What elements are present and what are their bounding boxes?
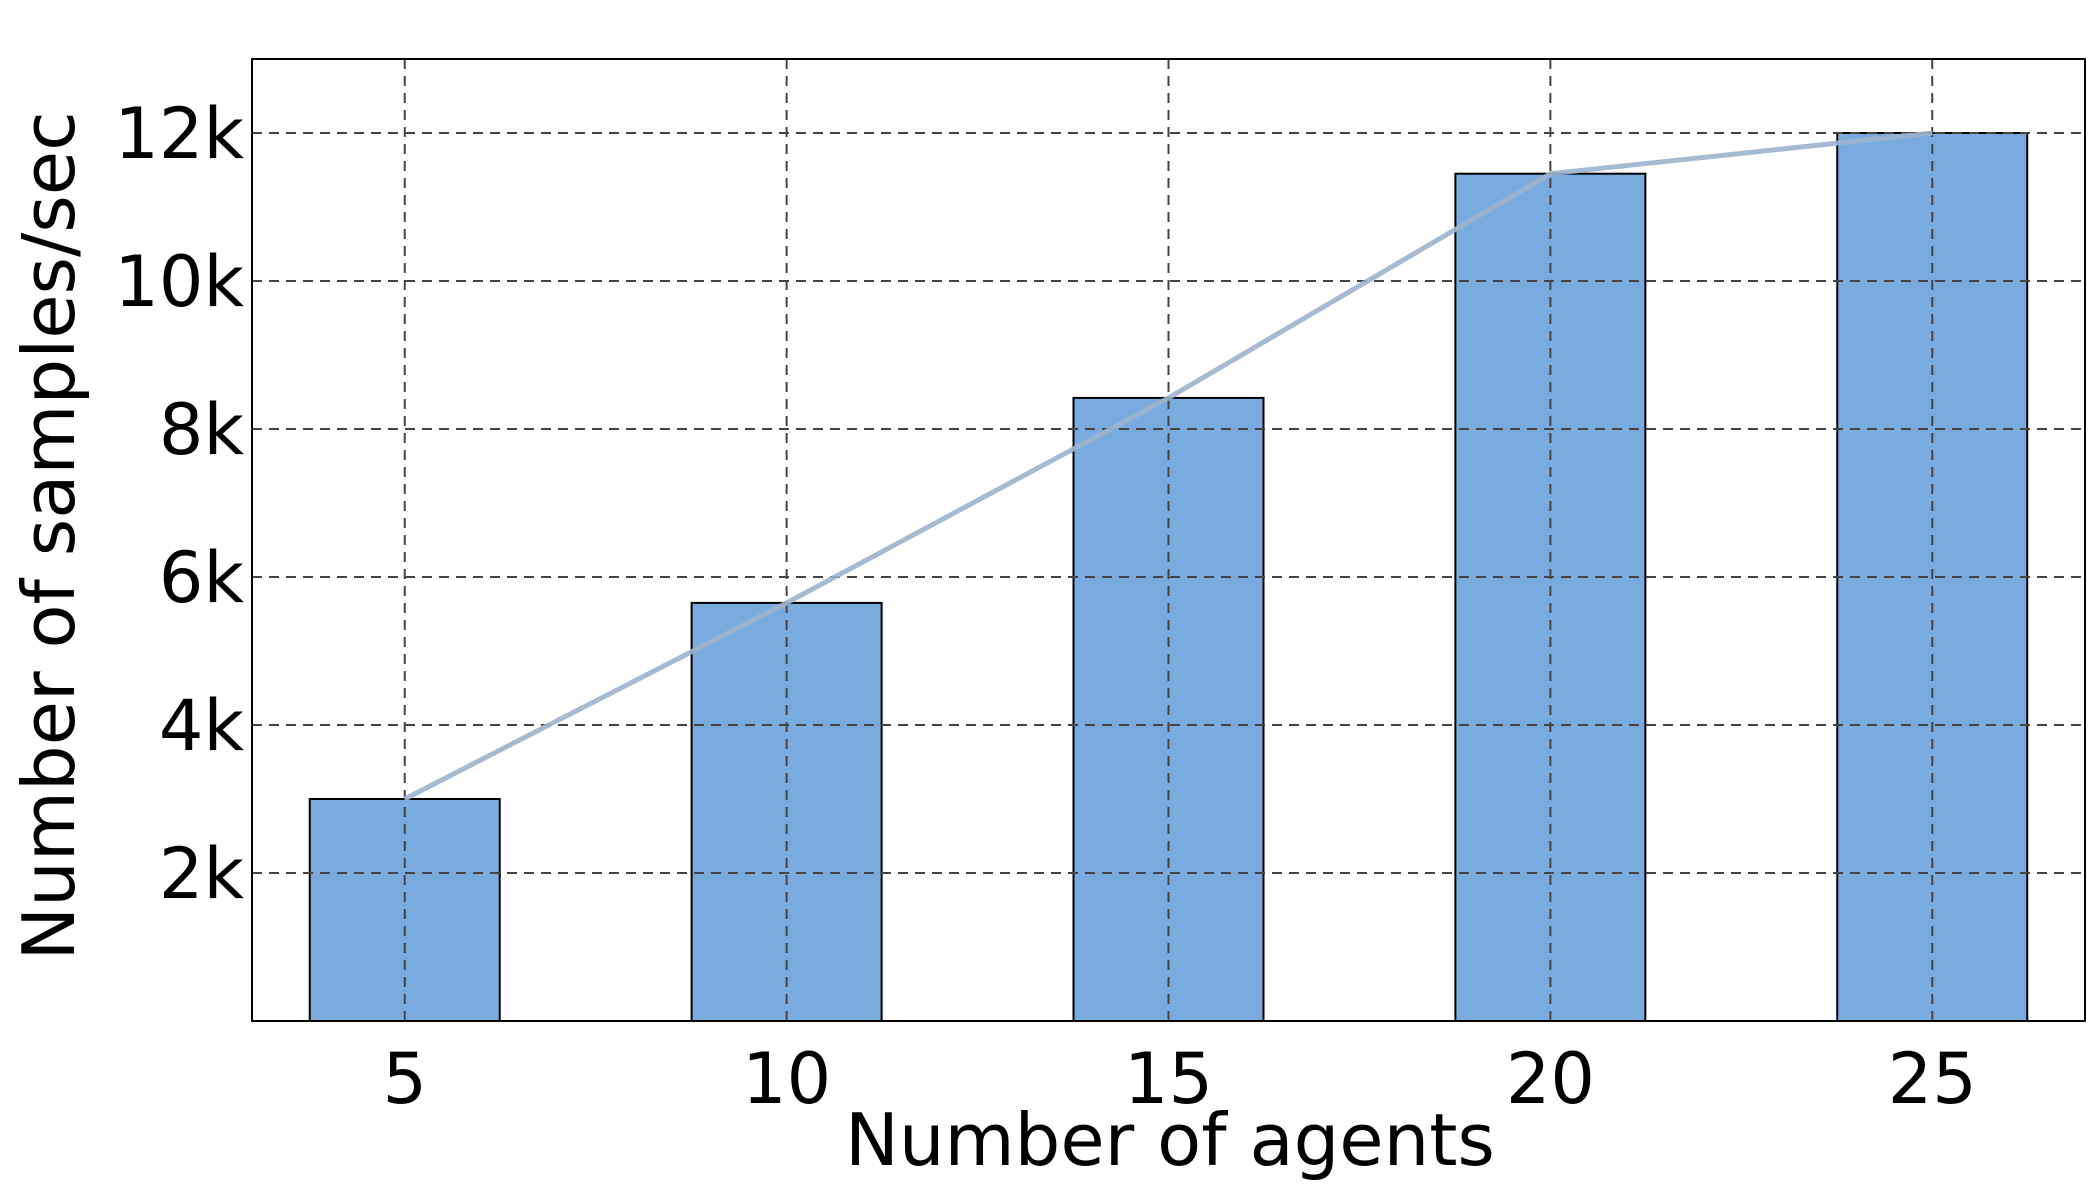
y-tick-label-12k: 12k — [114, 93, 244, 175]
grid-lines — [252, 59, 2085, 1021]
y-tick-label-6k: 6k — [159, 537, 245, 619]
x-tick-label-5: 5 — [382, 1038, 427, 1120]
y-tick-label-2k: 2k — [159, 833, 245, 915]
y-tick-labels: 2k 4k 6k 8k 10k 12k — [114, 93, 244, 915]
x-tick-label-10: 10 — [742, 1038, 831, 1120]
y-tick-label-4k: 4k — [159, 685, 245, 767]
y-tick-label-8k: 8k — [159, 389, 245, 471]
trend-line — [403, 130, 1933, 802]
x-tick-label-15: 15 — [1124, 1038, 1213, 1120]
x-tick-label-25: 25 — [1888, 1038, 1977, 1120]
y-tick-label-10k: 10k — [114, 241, 244, 323]
x-tick-labels: 5 10 15 20 25 — [382, 1038, 1976, 1120]
trend-line-group — [403, 130, 1933, 802]
x-tick-label-20: 20 — [1506, 1038, 1595, 1120]
y-axis-title: Number of samples/sec — [7, 111, 91, 960]
x-axis-title: Number of agents — [845, 1098, 1495, 1182]
plot-frame — [251, 58, 2086, 1022]
